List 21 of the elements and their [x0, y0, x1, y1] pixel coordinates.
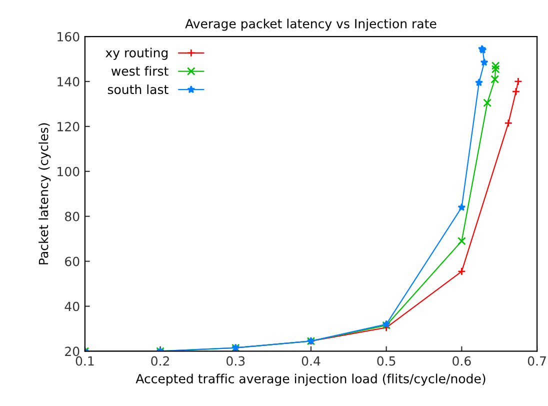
y-tick-label: 100 — [58, 166, 80, 176]
y-tick-label: 160 — [58, 32, 80, 42]
y-tick-label: 120 — [58, 122, 80, 132]
legend-label: xy routing — [106, 48, 168, 60]
y-tick-label: 140 — [58, 76, 80, 86]
x-tick-label: 0.4 — [302, 356, 320, 366]
x-tick-label: 0.7 — [528, 356, 546, 366]
chart-title: Average packet latency vs Injection rate — [185, 18, 436, 31]
x-tick-label: 0.3 — [226, 356, 245, 366]
x-tick-label: 0.6 — [452, 356, 471, 366]
y-tick-label: 40 — [64, 302, 80, 312]
x-axis-title: Accepted traffic average injection load (flits/cycle/node) — [136, 374, 486, 386]
y-axis-title: Packet latency (cycles) — [38, 123, 51, 264]
legend-label: south last — [108, 84, 168, 94]
x-tick-label: 0.1 — [76, 356, 94, 366]
legend-label: west first — [111, 66, 168, 76]
x-tick-label: 0.2 — [151, 356, 169, 366]
y-tick-label: 20 — [65, 346, 80, 356]
x-tick-label: 0.5 — [377, 356, 396, 366]
y-tick-label: 80 — [65, 212, 80, 222]
y-tick-label: 60 — [65, 256, 80, 266]
